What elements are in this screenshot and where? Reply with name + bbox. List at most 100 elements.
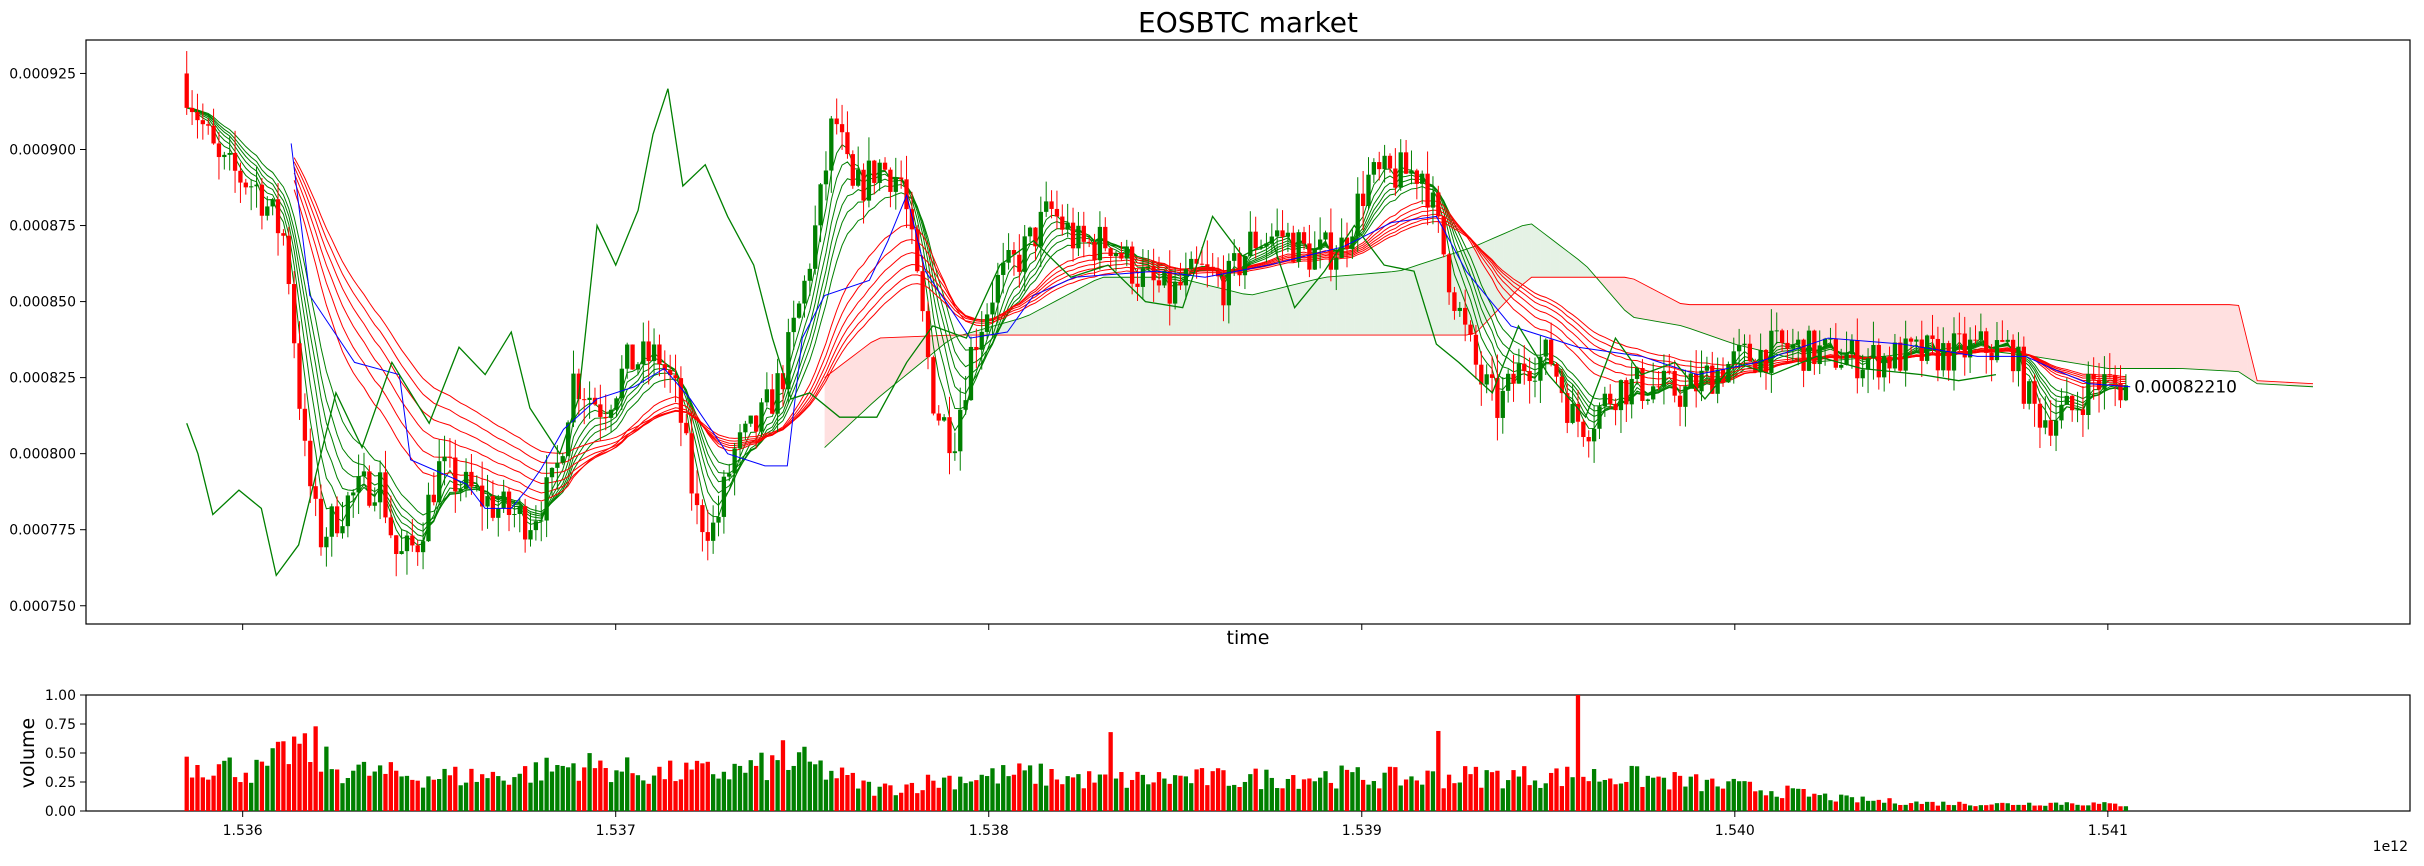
candle-down <box>1414 170 1419 184</box>
candle-up <box>249 186 254 188</box>
volume-bar <box>1543 783 1548 811</box>
candle-up <box>1817 345 1822 365</box>
volume-bar <box>1618 783 1624 811</box>
candle-up <box>1914 339 1919 342</box>
volume-bar <box>318 771 324 811</box>
candle-up <box>1731 351 1736 364</box>
volume-bar <box>437 778 442 811</box>
volume-bar <box>1495 770 1500 811</box>
volume-bar <box>1393 767 1398 811</box>
volume-bar <box>1194 769 1199 811</box>
volume-bar <box>1038 763 1043 811</box>
candle-up <box>1806 330 1812 371</box>
candle-up <box>1097 226 1103 261</box>
candle-up <box>1634 368 1640 379</box>
volume-bar <box>619 771 624 811</box>
volume-bar <box>292 736 297 811</box>
volume-bar <box>1151 782 1156 811</box>
ichimoku-cloud-segment <box>1159 277 1169 336</box>
candle-up <box>1285 232 1291 237</box>
volume-bar <box>598 760 603 811</box>
volume-bar <box>753 765 759 811</box>
candle-up <box>1994 340 2000 361</box>
candle-down <box>753 415 759 432</box>
candle-up <box>941 417 947 421</box>
ichimoku-cloud-segment <box>2071 304 2081 365</box>
volume-bar <box>1328 782 1334 811</box>
ichimoku-cloud-segment <box>1075 285 1086 336</box>
volume-bar <box>1210 771 1215 811</box>
volume-bar <box>684 762 689 811</box>
volume-bar <box>1645 775 1650 811</box>
volume-bar <box>1903 804 1908 811</box>
candle-down <box>318 498 324 548</box>
volume-bar <box>995 783 1000 811</box>
chart-title: EOSBTC market <box>1138 6 1358 39</box>
volume-bar <box>834 778 839 811</box>
volume-bar <box>646 783 651 811</box>
ichimoku-cloud-segment <box>1606 277 1616 300</box>
candle-down <box>1081 225 1086 242</box>
volume-y-tick-label: 0.00 <box>45 804 76 820</box>
volume-bar <box>1559 786 1565 811</box>
volume-bar <box>1957 801 1962 811</box>
candle-up <box>528 530 533 540</box>
volume-bar <box>340 783 345 811</box>
candle-down <box>603 416 608 418</box>
candle-up <box>619 368 624 399</box>
volume-bar <box>1001 765 1006 811</box>
candle-down <box>469 471 474 487</box>
volume-bar <box>1887 798 1892 811</box>
candle-up <box>1844 354 1849 365</box>
candle-up <box>727 473 732 477</box>
volume-bar <box>1941 801 1946 811</box>
candle-down <box>1070 222 1076 249</box>
volume-bar <box>700 763 705 811</box>
volume-bar <box>1269 777 1274 811</box>
ichimoku-cloud-segment <box>1280 285 1290 336</box>
volume-bar <box>1156 772 1162 811</box>
candle-down <box>1753 361 1758 373</box>
volume-bar <box>829 770 834 811</box>
candle-up <box>743 423 748 433</box>
volume-bar <box>1548 772 1554 811</box>
ichimoku-cloud-segment <box>899 336 909 381</box>
ichimoku-cloud-segment <box>1345 274 1355 336</box>
volume-bar <box>1425 770 1430 811</box>
volume-bar <box>1371 781 1377 811</box>
volume-bar <box>544 757 549 811</box>
volume-bar <box>410 779 415 811</box>
volume-bar <box>1409 776 1414 811</box>
candle-down <box>1280 230 1285 237</box>
volume-bar <box>1355 767 1360 811</box>
ichimoku-cloud-segment <box>2285 382 2295 386</box>
ichimoku-cloud-segment <box>2136 304 2146 369</box>
candle-up <box>1232 253 1237 261</box>
ichimoku-cloud-segment <box>1875 304 1886 358</box>
candle-up <box>732 448 737 474</box>
ichimoku-cloud-segment <box>1271 288 1281 336</box>
ichimoku-cloud-segment <box>843 356 853 431</box>
volume-bar <box>791 765 796 811</box>
candle-up <box>791 317 796 333</box>
ichimoku-cloud-segment <box>1308 278 1318 336</box>
candle-up <box>571 373 576 423</box>
ichimoku-cloud-segment <box>1494 233 1504 314</box>
volume-bar <box>925 774 931 811</box>
volume-bar <box>388 762 393 811</box>
ichimoku-cloud-segment <box>1531 223 1541 278</box>
candle-down <box>1672 371 1677 396</box>
volume-bar <box>678 779 684 811</box>
volume-bar <box>1167 783 1172 811</box>
candle-down <box>1215 271 1221 277</box>
volume-bar <box>813 764 818 811</box>
volume-bar <box>909 782 915 811</box>
candle-down <box>1973 339 1978 341</box>
candle-down <box>232 152 238 171</box>
volume-bar <box>302 733 308 811</box>
volume-bar <box>1441 788 1446 811</box>
candle-up <box>372 502 377 506</box>
candle-up <box>1629 378 1634 405</box>
ichimoku-cloud-segment <box>2089 304 2100 368</box>
volume-bar <box>1871 800 1876 811</box>
